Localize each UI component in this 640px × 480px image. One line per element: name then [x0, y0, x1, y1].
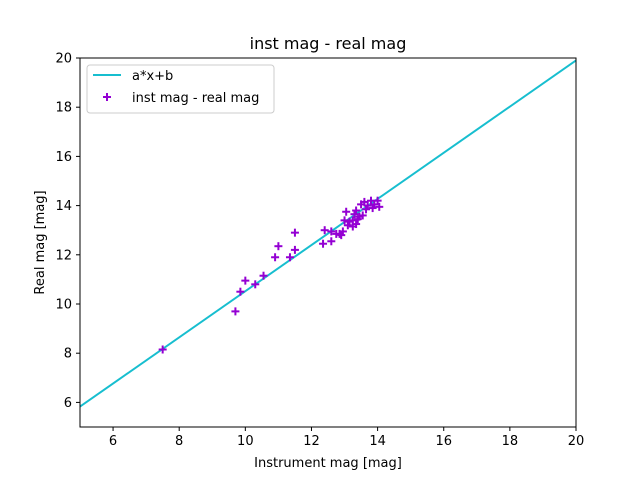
x-tick-label: 18 — [502, 434, 519, 449]
data-point — [373, 196, 382, 205]
y-tick-label: 14 — [55, 199, 72, 214]
data-point — [327, 227, 336, 236]
data-point — [368, 204, 377, 213]
y-axis-label: Real mag [mag] — [33, 190, 48, 294]
data-point — [363, 201, 372, 210]
data-point — [259, 271, 268, 280]
plot-frame — [79, 57, 577, 428]
data-point — [285, 253, 294, 262]
y-tick-label: 16 — [55, 150, 72, 165]
x-tick-label: 12 — [303, 434, 320, 449]
x-tick-label: 8 — [175, 434, 183, 449]
data-point — [251, 280, 260, 289]
data-point — [290, 228, 299, 237]
x-tick-label: 20 — [568, 434, 585, 449]
data-point — [343, 221, 352, 230]
data-point — [350, 210, 359, 219]
data-point — [320, 226, 329, 235]
legend-entry-scatter: inst mag - real mag — [132, 91, 259, 106]
x-tick-label: 10 — [237, 434, 254, 449]
data-point — [231, 307, 240, 316]
data-point — [352, 206, 361, 215]
data-point — [342, 207, 351, 216]
data-point — [338, 227, 347, 236]
data-point — [236, 287, 245, 296]
data-point — [362, 205, 371, 214]
chart-title: inst mag - real mag — [250, 34, 407, 53]
data-point — [327, 237, 336, 246]
y-tick-label: 8 — [64, 347, 72, 362]
legend-marker-swatch — [103, 93, 111, 101]
data-point — [274, 242, 283, 251]
legend: a*x+b inst mag - real mag — [86, 64, 275, 114]
data-point — [290, 245, 299, 254]
data-point — [271, 253, 280, 262]
data-point — [340, 216, 349, 225]
data-point — [337, 231, 346, 240]
y-tick-label: 12 — [55, 248, 72, 263]
x-tick-label: 16 — [435, 434, 452, 449]
data-point — [358, 211, 367, 220]
legend-entry-fit: a*x+b — [132, 69, 173, 84]
y-tick-label: 6 — [64, 396, 72, 411]
data-point — [375, 202, 384, 211]
y-tick-label: 10 — [55, 298, 72, 313]
y-tick-label: 20 — [55, 52, 72, 67]
x-tick-label: 14 — [369, 434, 386, 449]
y-tick-label: 18 — [55, 101, 72, 116]
data-point — [352, 220, 361, 229]
legend-box — [86, 64, 275, 114]
x-axis-label: Instrument mag [mag] — [254, 456, 402, 471]
data-point — [319, 239, 328, 248]
data-point — [241, 276, 250, 285]
x-tick-label: 6 — [109, 434, 117, 449]
data-point — [158, 345, 167, 354]
